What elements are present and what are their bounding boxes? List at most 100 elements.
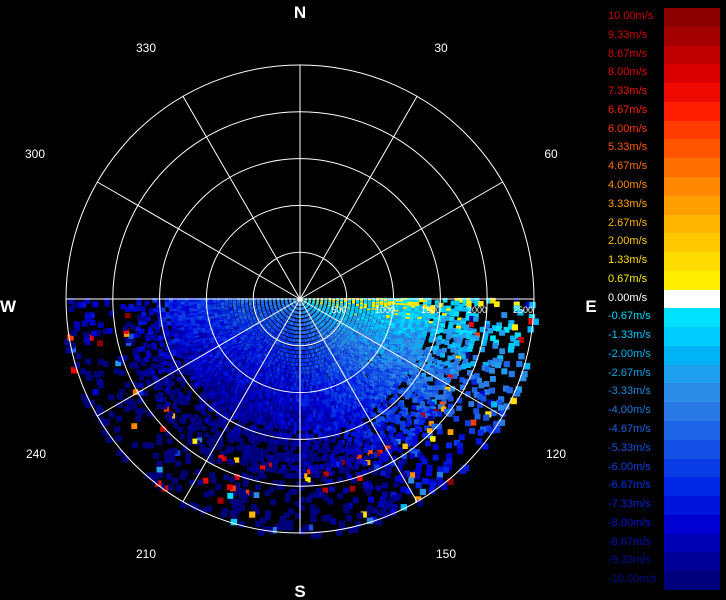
velocity-gate <box>314 444 320 450</box>
velocity-gate <box>458 332 464 338</box>
velocity-gate <box>490 297 496 304</box>
velocity-gate <box>455 355 461 361</box>
velocity-gate <box>298 473 305 479</box>
velocity-gate <box>311 472 317 479</box>
velocity-gate <box>232 490 238 497</box>
velocity-gate <box>343 487 349 494</box>
velocity-gate <box>267 446 272 452</box>
velocity-gate <box>424 425 430 431</box>
velocity-gate <box>466 309 472 315</box>
velocity-gate <box>242 452 248 458</box>
velocity-gate <box>334 461 340 467</box>
velocity-gate <box>430 304 436 310</box>
velocity-gate <box>435 329 440 335</box>
velocity-gate <box>240 488 246 495</box>
velocity-gate <box>467 343 474 349</box>
velocity-gate <box>242 430 247 436</box>
velocity-gate <box>463 327 469 333</box>
velocity-gate <box>241 455 247 461</box>
velocity-gate <box>410 411 416 417</box>
velocity-gate <box>307 461 313 467</box>
velocity-gate <box>216 440 222 446</box>
velocity-gate <box>428 338 434 343</box>
velocity-gate <box>313 397 317 402</box>
velocity-gate <box>278 440 284 446</box>
velocity-gate <box>419 339 425 345</box>
velocity-gate <box>365 446 371 452</box>
velocity-gate <box>423 351 429 356</box>
velocity-gate <box>336 460 343 466</box>
velocity-gate <box>470 334 476 340</box>
velocity-gate <box>324 479 331 485</box>
velocity-gate <box>433 317 438 322</box>
velocity-gate <box>274 423 279 429</box>
velocity-gate <box>270 348 274 352</box>
velocity-gate <box>382 512 389 519</box>
velocity-gate <box>326 426 332 432</box>
velocity-gate <box>280 364 285 368</box>
velocity-gate <box>284 437 289 442</box>
velocity-gate <box>326 470 332 477</box>
velocity-gate <box>446 442 452 449</box>
velocity-gate <box>447 329 452 335</box>
velocity-gate <box>238 521 245 528</box>
velocity-gate <box>452 342 457 348</box>
velocity-gate <box>234 507 241 514</box>
velocity-gate <box>288 421 293 427</box>
velocity-gate <box>229 510 236 517</box>
velocity-gate <box>419 488 426 496</box>
velocity-gate <box>452 363 458 369</box>
velocity-gate <box>462 378 469 385</box>
velocity-gate <box>390 437 396 443</box>
velocity-gate <box>408 477 415 484</box>
velocity-gate <box>424 413 431 419</box>
velocity-gate <box>361 413 366 419</box>
velocity-gate <box>470 297 476 304</box>
velocity-gate <box>371 297 376 302</box>
velocity-gate <box>251 442 257 448</box>
velocity-gate <box>474 297 480 304</box>
velocity-gate <box>329 486 335 493</box>
velocity-gate <box>483 381 490 387</box>
velocity-gate <box>242 481 248 487</box>
velocity-gate <box>492 343 499 349</box>
velocity-gate <box>320 448 326 453</box>
velocity-gate <box>462 333 468 339</box>
velocity-gate <box>494 426 501 433</box>
velocity-gate <box>369 327 374 331</box>
velocity-gate <box>466 330 473 337</box>
velocity-gate <box>292 489 298 495</box>
velocity-gate <box>348 526 355 534</box>
velocity-gate <box>380 508 387 515</box>
velocity-gate <box>323 435 329 441</box>
velocity-gate <box>437 466 444 473</box>
velocity-gate <box>346 408 351 413</box>
velocity-gate <box>355 320 359 324</box>
velocity-gate <box>465 312 471 318</box>
velocity-gate <box>246 449 252 455</box>
velocity-gate <box>465 352 471 358</box>
velocity-gate <box>343 503 350 510</box>
velocity-gate <box>440 339 446 344</box>
velocity-gate <box>317 428 322 433</box>
velocity-gate <box>466 333 472 340</box>
velocity-gate <box>418 362 423 367</box>
velocity-gate <box>295 465 302 471</box>
velocity-gate <box>253 492 260 498</box>
velocity-gate <box>437 411 443 417</box>
velocity-gate <box>429 401 435 407</box>
velocity-gate <box>462 348 468 354</box>
velocity-gate <box>350 431 356 437</box>
velocity-gate <box>448 396 454 402</box>
velocity-gate <box>508 370 515 378</box>
velocity-gate <box>415 482 422 489</box>
velocity-gate <box>379 453 385 459</box>
velocity-gate <box>460 323 466 329</box>
velocity-gate <box>264 514 271 521</box>
velocity-gate <box>255 484 261 491</box>
velocity-gate <box>460 364 467 370</box>
velocity-gate <box>346 441 352 447</box>
velocity-gate <box>324 439 329 445</box>
velocity-gate <box>238 420 244 426</box>
velocity-gate <box>268 438 274 444</box>
